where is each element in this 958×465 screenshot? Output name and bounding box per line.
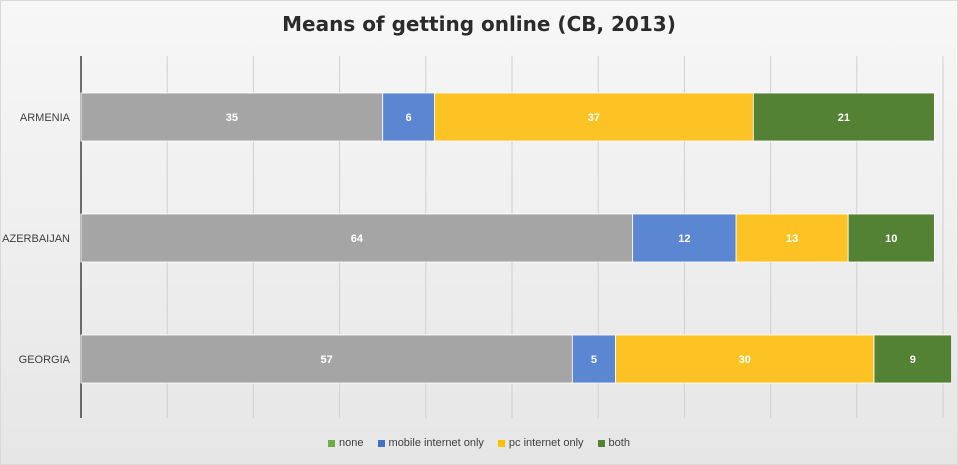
legend-label: none bbox=[339, 437, 364, 449]
data-label: 10 bbox=[885, 233, 897, 245]
legend-swatch bbox=[328, 439, 336, 447]
data-label: 12 bbox=[678, 233, 690, 245]
legend-swatch bbox=[377, 439, 385, 447]
bar-georgia-both bbox=[873, 334, 953, 384]
category-label-azerbaijan: AZERBAIJAN bbox=[2, 233, 70, 245]
bar-georgia-pc-internet-only bbox=[615, 334, 875, 384]
data-labels: 35 6 37 21 64 12 13 10 57 5 30 9 bbox=[226, 112, 916, 366]
data-label: 30 bbox=[739, 354, 751, 366]
bar-azerbaijan-both bbox=[847, 213, 935, 263]
legend: none mobile internet only pc internet only… bbox=[0, 437, 958, 449]
category-label-armenia: ARMENIA bbox=[20, 112, 71, 124]
legend-item-mobile-internet-only: mobile internet only bbox=[377, 437, 484, 449]
data-label: 35 bbox=[226, 112, 238, 124]
data-label: 6 bbox=[405, 112, 411, 124]
legend-swatch bbox=[597, 439, 605, 447]
chart-title: Means of getting online (CB, 2013) bbox=[282, 12, 676, 36]
data-label: 64 bbox=[351, 233, 364, 245]
data-label: 57 bbox=[321, 354, 333, 366]
legend-label: both bbox=[608, 437, 630, 449]
legend-item-none: none bbox=[328, 437, 364, 449]
legend-label: mobile internet only bbox=[388, 437, 484, 449]
data-label: 21 bbox=[838, 112, 850, 124]
bar-georgia-none bbox=[80, 334, 573, 384]
bar-azerbaijan-none bbox=[80, 213, 634, 263]
data-label: 37 bbox=[588, 112, 600, 124]
legend-item-both: both bbox=[597, 437, 630, 449]
legend-item-pc-internet-only: pc internet only bbox=[497, 437, 584, 449]
bar-armenia-both bbox=[752, 92, 935, 142]
bar-azerbaijan-pc-internet-only bbox=[735, 213, 849, 263]
bar-georgia-mobile-internet-only bbox=[571, 334, 616, 384]
bar-armenia-mobile-internet-only bbox=[382, 92, 435, 142]
legend-label: pc internet only bbox=[508, 437, 584, 449]
data-label: 13 bbox=[786, 233, 798, 245]
data-label: 5 bbox=[591, 354, 597, 366]
category-labels: ARMENIA AZERBAIJAN GEORGIA bbox=[2, 112, 71, 366]
bar-azerbaijan-mobile-internet-only bbox=[632, 213, 737, 263]
legend-swatch bbox=[497, 439, 505, 447]
category-label-georgia: GEORGIA bbox=[19, 354, 71, 366]
bars bbox=[80, 92, 953, 384]
data-label: 9 bbox=[910, 354, 916, 366]
